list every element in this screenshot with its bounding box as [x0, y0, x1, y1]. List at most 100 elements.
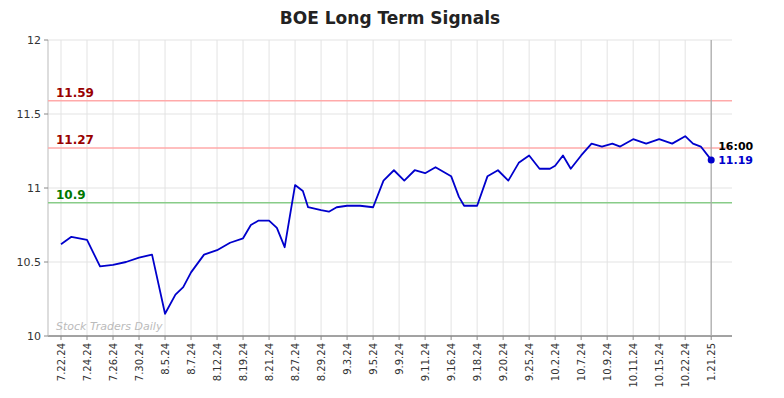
x-tick-label: 9.11.24	[420, 343, 431, 381]
x-tick-label: 8.21.24	[264, 343, 275, 381]
x-tick	[347, 336, 348, 340]
grid-line-x	[243, 40, 244, 336]
x-axis: 7.22.24 7.24.24 7.26.24 7.30.24 8.5.24 8.7.24…	[56, 336, 717, 388]
endpoint-line	[711, 40, 712, 336]
y-tick	[44, 40, 48, 41]
grid-line-x	[217, 40, 218, 336]
y-tick-label: 11.5	[17, 108, 42, 121]
x-tick	[659, 336, 660, 340]
y-tick-label: 10	[27, 330, 41, 343]
x-tick	[269, 336, 270, 340]
x-tick-label: 9.5.24	[368, 343, 379, 375]
reference-label: 11.27	[56, 133, 94, 147]
x-tick	[373, 336, 374, 340]
grid-line-x	[477, 40, 478, 336]
x-tick-label: 8.29.24	[316, 343, 327, 381]
x-tick	[425, 336, 426, 340]
grid-line-y	[48, 188, 732, 189]
grid-line-x	[139, 40, 140, 336]
x-tick-label: 10.2.24	[550, 343, 561, 381]
x-tick	[243, 336, 244, 340]
x-tick	[139, 336, 140, 340]
x-tick-label: 1.21.25	[706, 343, 717, 381]
reference-line	[48, 147, 732, 149]
plot-area	[48, 40, 732, 336]
grid	[48, 40, 732, 336]
y-tick	[44, 262, 48, 263]
x-tick-label: 10.9.24	[602, 343, 613, 381]
y-tick-label: 11	[27, 182, 41, 195]
x-tick-label: 7.24.24	[82, 343, 93, 381]
x-tick-label: 9.3.24	[342, 343, 353, 375]
x-tick	[503, 336, 504, 340]
x-tick	[217, 336, 218, 340]
chart: BOE Long Term Signals 10 10.5 11 11.5 12 7.22.…	[0, 0, 784, 398]
endpoint-value-label: 11.19	[718, 154, 753, 167]
title: BOE Long Term Signals	[280, 8, 500, 28]
x-tick-label: 7.26.24	[108, 343, 119, 381]
x-tick-label: 10.11.24	[628, 343, 639, 388]
grid-line-x	[269, 40, 270, 336]
grid-line-x	[529, 40, 530, 336]
x-tick	[87, 336, 88, 340]
grid-line-x	[607, 40, 608, 336]
x-tick	[581, 336, 582, 340]
grid-line-x	[425, 40, 426, 336]
grid-line-x	[711, 40, 712, 336]
endpoint-dot	[708, 156, 715, 163]
x-axis-line	[48, 336, 732, 337]
grid-line-x	[165, 40, 166, 336]
annotations: 11.5911.2710.916:0011.19Stock Traders Da…	[56, 86, 754, 333]
x-tick	[477, 336, 478, 340]
endpoint-time-label: 16:00	[718, 140, 753, 153]
x-tick-label: 10.15.24	[654, 343, 665, 388]
x-tick	[321, 336, 322, 340]
grid-line-x	[373, 40, 374, 336]
y-tick	[44, 336, 48, 337]
grid-line-x	[555, 40, 556, 336]
grid-line-x	[399, 40, 400, 336]
x-tick	[529, 336, 530, 340]
grid-line-x	[321, 40, 322, 336]
grid-line-x	[87, 40, 88, 336]
x-tick	[555, 336, 556, 340]
x-tick	[191, 336, 192, 340]
grid-line-x	[191, 40, 192, 336]
x-tick-label: 9.18.24	[472, 343, 483, 381]
x-tick-label: 8.19.24	[238, 343, 249, 381]
watermark: Stock Traders Daily	[56, 320, 163, 333]
x-tick-label: 9.9.24	[394, 343, 405, 375]
grid-line-y	[48, 262, 732, 263]
x-tick	[61, 336, 62, 340]
reference-line	[48, 100, 732, 102]
x-tick	[711, 336, 712, 340]
x-tick	[607, 336, 608, 340]
reference-label: 10.9	[56, 188, 86, 202]
x-tick-label: 7.22.24	[56, 343, 67, 381]
y-tick	[44, 188, 48, 189]
x-tick-label: 9.16.24	[446, 343, 457, 381]
grid-line-x	[581, 40, 582, 336]
x-tick-label: 9.25.24	[524, 343, 535, 381]
x-tick-label: 8.7.24	[186, 343, 197, 375]
x-tick-label: 7.30.24	[134, 343, 145, 381]
x-tick	[113, 336, 114, 340]
grid-line-y	[48, 336, 732, 337]
y-tick-label: 10.5	[17, 256, 42, 269]
y-tick-label: 12	[27, 34, 41, 47]
x-tick	[295, 336, 296, 340]
y-tick	[44, 114, 48, 115]
grid-line-x	[659, 40, 660, 336]
x-tick	[633, 336, 634, 340]
grid-line-y	[48, 114, 732, 115]
x-tick	[399, 336, 400, 340]
x-tick	[685, 336, 686, 340]
reference-line	[48, 202, 732, 204]
y-axis: 10 10.5 11 11.5 12	[17, 34, 49, 343]
x-tick-label: 8.12.24	[212, 343, 223, 381]
x-tick	[165, 336, 166, 340]
grid-line-y	[48, 40, 732, 41]
x-tick-label: 10.22.24	[680, 343, 691, 388]
x-tick-label: 9.20.24	[498, 343, 509, 381]
x-tick-label: 8.5.24	[160, 343, 171, 375]
